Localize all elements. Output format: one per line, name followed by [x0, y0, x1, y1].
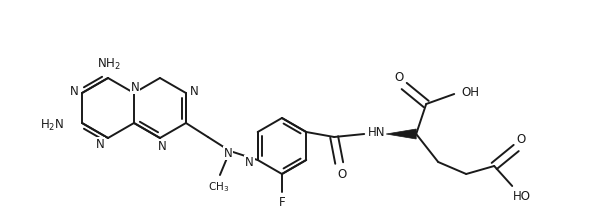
Text: HO: HO: [513, 190, 531, 202]
Text: O: O: [395, 71, 404, 84]
Text: NH$_2$: NH$_2$: [97, 56, 121, 71]
Text: N: N: [157, 140, 167, 153]
Text: OH: OH: [461, 86, 479, 99]
Text: F: F: [279, 196, 285, 209]
Text: N: N: [224, 146, 232, 159]
Text: N: N: [96, 138, 104, 151]
Text: N: N: [131, 80, 139, 93]
Text: N: N: [190, 84, 198, 97]
Text: H$_2$N: H$_2$N: [40, 117, 64, 133]
Text: N: N: [245, 155, 254, 168]
Text: O: O: [517, 133, 526, 146]
Polygon shape: [386, 129, 416, 139]
Text: O: O: [337, 168, 347, 181]
Text: N: N: [70, 84, 79, 97]
Text: HN: HN: [367, 125, 385, 138]
Text: CH$_3$: CH$_3$: [209, 180, 229, 194]
